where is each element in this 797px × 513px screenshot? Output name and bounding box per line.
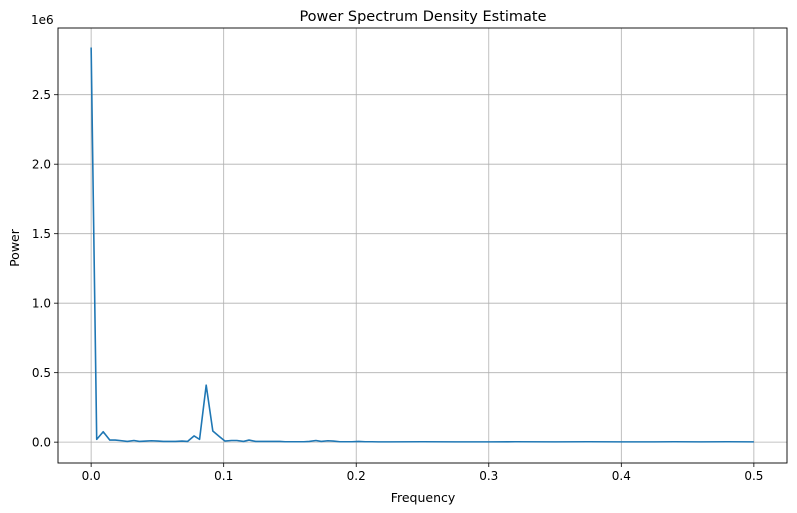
y-axis-label: Power <box>7 228 22 267</box>
chart-title: Power Spectrum Density Estimate <box>299 9 546 25</box>
psd-series-line <box>90 47 754 443</box>
x-axis-ticks: 0.0 0.1 0.2 0.3 0.4 0.5 <box>82 463 763 483</box>
plot-area-frame <box>57 27 788 464</box>
y-tick-label: 2.0 <box>32 157 51 171</box>
x-axis-label: Frequency <box>391 490 456 505</box>
x-tick-label: 0.3 <box>479 469 498 483</box>
x-tick-label: 0.5 <box>744 469 763 483</box>
grid <box>58 28 787 463</box>
x-tick-label: 0.1 <box>214 469 233 483</box>
y-tick-label: 1.5 <box>32 227 51 241</box>
y-tick-label: 1.0 <box>32 296 51 310</box>
y-tick-label: 0.5 <box>32 366 51 380</box>
y-axis-multiplier-label: 1e6 <box>31 13 54 27</box>
y-tick-label: 2.5 <box>32 88 51 102</box>
x-tick-label: 0.2 <box>347 469 366 483</box>
y-tick-label: 0.0 <box>32 435 51 449</box>
x-tick-label: 0.4 <box>612 469 631 483</box>
series-layer <box>90 47 754 443</box>
y-axis-ticks: 0.0 0.5 1.0 1.5 2.0 2.5 <box>32 88 58 449</box>
x-tick-label: 0.0 <box>82 469 101 483</box>
